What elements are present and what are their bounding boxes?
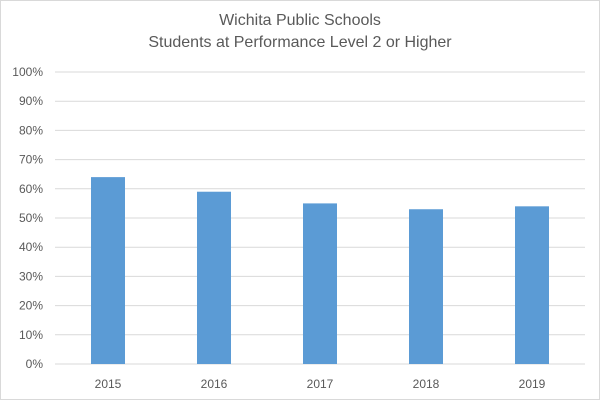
y-tick-label: 0% xyxy=(26,357,44,371)
bar-2018 xyxy=(409,209,443,364)
x-tick-label: 2017 xyxy=(307,377,334,391)
y-tick-label: 10% xyxy=(19,328,43,342)
bar-2017 xyxy=(303,203,337,364)
gridlines xyxy=(55,71,585,365)
y-tick-label: 30% xyxy=(19,269,43,283)
bars xyxy=(91,177,549,364)
y-tick-label: 90% xyxy=(19,94,43,108)
x-tick-label: 2018 xyxy=(413,377,440,391)
chart-title: Wichita Public Schools xyxy=(219,12,381,29)
bar-2015 xyxy=(91,177,125,364)
chart-subtitle: Students at Performance Level 2 or Highe… xyxy=(148,34,452,51)
y-tick-label: 60% xyxy=(19,182,43,196)
bar-2019 xyxy=(515,206,549,364)
y-tick-label: 50% xyxy=(19,211,43,225)
bar-2016 xyxy=(197,191,231,364)
x-tick-label: 2015 xyxy=(95,377,122,391)
y-tick-label: 70% xyxy=(19,153,43,167)
y-tick-label: 40% xyxy=(19,240,43,254)
y-axis-ticks: 0% 10% 20% 30% 40% 50% 60% 70% 80% 90% 100% xyxy=(12,65,43,371)
x-tick-label: 2016 xyxy=(201,377,228,391)
y-tick-label: 80% xyxy=(19,123,43,137)
y-tick-label: 100% xyxy=(12,65,43,79)
x-axis-ticks: 2015 2016 2017 2018 2019 xyxy=(95,377,546,391)
y-tick-label: 20% xyxy=(19,299,43,313)
x-tick-label: 2019 xyxy=(519,377,546,391)
